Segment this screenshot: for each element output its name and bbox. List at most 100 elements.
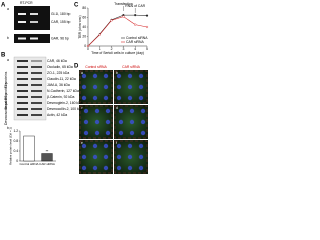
x-tick-label: 5 (146, 47, 148, 51)
nucleus (94, 130, 100, 136)
blot-band (17, 102, 28, 104)
series-line (87, 16, 148, 47)
micrograph-label: e (81, 141, 83, 145)
stain (79, 140, 113, 174)
blot-band (31, 78, 42, 80)
nucleus (127, 95, 133, 101)
micrograph-label: f (116, 141, 117, 145)
nucleus (138, 73, 144, 79)
nucleus (129, 130, 135, 136)
data-point (145, 25, 149, 29)
panel-label: A (1, 3, 6, 9)
blot-band (17, 78, 28, 80)
blot-band (31, 96, 42, 98)
bar (23, 135, 35, 162)
x-axis-label: Time of Sertoli cells in culture (day) (91, 51, 144, 55)
nucleus (94, 119, 100, 125)
nucleus (103, 165, 109, 171)
x-tick-label: 2 (111, 47, 113, 51)
gel-band (30, 37, 38, 40)
nucleus (118, 119, 124, 125)
protein-label: N-Cadherin, 127 kDa (47, 89, 79, 93)
y-tick-label: 60 (82, 15, 86, 19)
nucleus (92, 95, 98, 101)
annotation: RNAi of CAR (125, 4, 145, 8)
gel-band (18, 13, 26, 15)
gel-band (18, 37, 26, 40)
micrographs: a b c d e f (79, 70, 148, 174)
protein-label: Desmocollin-2, 100 kDa (47, 107, 83, 111)
protein-label: β-Catenin, 92 kDa (47, 95, 75, 99)
data-point (86, 44, 90, 48)
nucleus (129, 108, 135, 114)
nucleus (92, 154, 98, 160)
nucleus (116, 143, 122, 149)
stain (79, 105, 113, 139)
nucleus (81, 73, 87, 79)
blot-band (31, 90, 42, 92)
nucleus (83, 119, 89, 125)
blot-band (31, 102, 42, 104)
nucleus (138, 84, 144, 90)
data-point (122, 15, 125, 18)
nucleus (138, 143, 144, 149)
nucleus (105, 130, 111, 136)
nucleus (129, 119, 135, 125)
blot-band (17, 90, 28, 92)
micrograph-label: d (116, 106, 118, 110)
blot-band (31, 108, 42, 110)
panel-label: C (74, 3, 79, 9)
nucleus (81, 84, 87, 90)
column-header: Control siRNA (85, 65, 107, 69)
blot-band (31, 66, 42, 68)
group-label: TJ proteins (4, 71, 8, 88)
x-tick-label: 0 (87, 47, 89, 51)
nucleus (103, 143, 109, 149)
nucleus (140, 108, 146, 114)
protein-label: Occludin, 65 kDa (47, 65, 73, 69)
blot-band (31, 72, 42, 74)
blot-band (31, 60, 42, 62)
band-label: Gl-1l, 180 bp (51, 12, 71, 16)
y-axis-label: TER (ohm·cm²) (78, 15, 82, 38)
nucleus (83, 130, 89, 136)
protein-label: ZO-1, 225 kDa (47, 71, 69, 75)
nucleus (127, 154, 133, 160)
micrograph-label: c (81, 106, 83, 110)
y-tick-label: 0.4 (13, 149, 18, 153)
x-tick-label: 1 (99, 47, 101, 51)
nucleus (81, 95, 87, 101)
data-point (134, 23, 137, 26)
subpanel-label: a (7, 7, 9, 11)
nucleus (116, 73, 122, 79)
nucleus (140, 119, 146, 125)
subpanel-label: a (7, 58, 9, 62)
nucleus (103, 73, 109, 79)
y-tick-label: 20 (82, 34, 86, 38)
y-axis-label: Relative protein level (Ctrl = 1) (9, 127, 13, 165)
nucleus (127, 143, 133, 149)
blot-band (31, 84, 42, 86)
nucleus (138, 154, 144, 160)
nucleus (118, 130, 124, 136)
column-header: CAR siRNA (122, 65, 140, 69)
gel-band (30, 21, 38, 23)
blot-band (31, 114, 42, 116)
data-point (110, 19, 113, 22)
protein-label: Claudin-11, 22 kDa (47, 77, 76, 81)
nucleus (127, 84, 133, 90)
nucleus (94, 108, 100, 114)
group-label: Basal ES proteins (4, 82, 8, 109)
nucleus (105, 108, 111, 114)
nucleus (118, 108, 124, 114)
stain (79, 70, 113, 104)
y-tick-label: 40 (82, 25, 86, 29)
x-tick-label: Control siRNA (19, 162, 38, 166)
subpanel-label: b (7, 36, 9, 40)
blot-band (17, 72, 28, 74)
nucleus (92, 73, 98, 79)
nucleus (127, 73, 133, 79)
data-point (134, 14, 137, 17)
y-tick-label: 80 (82, 6, 86, 10)
band-label: CAR, 155 bp (51, 20, 71, 24)
